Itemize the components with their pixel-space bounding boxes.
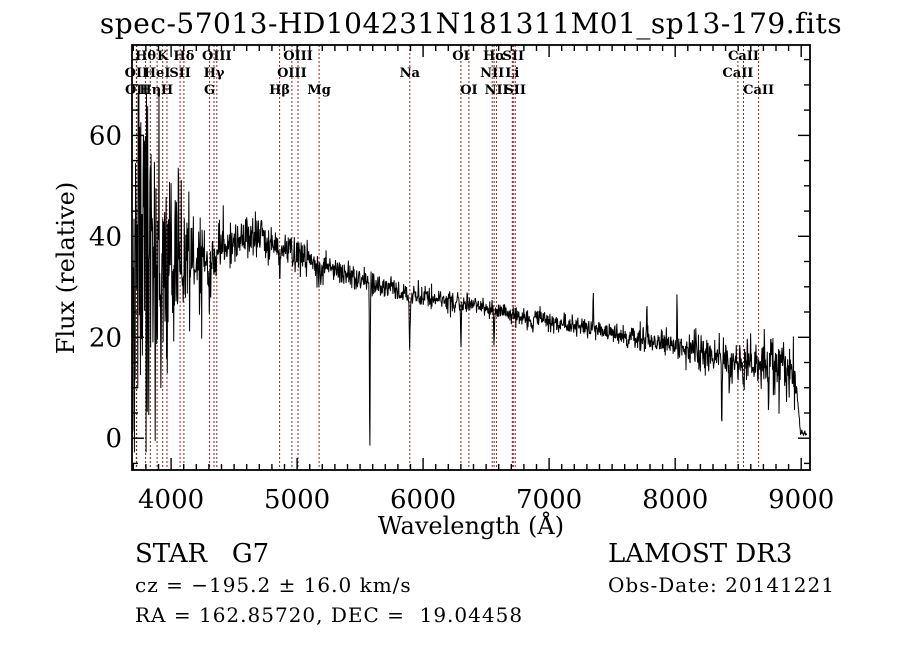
spectral-line-label: OIII xyxy=(283,49,313,64)
spectral-line-label: Hθ xyxy=(135,49,156,64)
x-tick-label: 5000 xyxy=(264,485,330,515)
cz-text: cz = −195.2 ± 16.0 km/s xyxy=(135,573,412,597)
spectral-line-label: G xyxy=(204,83,215,98)
spectral-line-label: Hγ xyxy=(204,66,225,81)
spectral-line-label: SII xyxy=(169,66,191,81)
x-tick-label: 8000 xyxy=(642,485,708,515)
spectral-line-label: HeI xyxy=(144,66,171,81)
spectral-line-label: Hβ xyxy=(269,83,290,98)
spectral-line-label: SII xyxy=(503,49,525,64)
obs-date-text: Obs-Date: 20141221 xyxy=(608,573,835,597)
spectral-line-label: Li xyxy=(505,66,519,81)
y-tick-label: 0 xyxy=(105,424,122,454)
spectral-line-label: Hδ xyxy=(173,49,194,64)
spectral-line-label: H xyxy=(161,83,173,98)
plot-frame xyxy=(131,44,811,471)
spectral-line-label: CaII xyxy=(743,83,774,98)
x-tick-label: 7000 xyxy=(516,485,582,515)
spectral-line-label: NII xyxy=(480,66,504,81)
spectral-line-label: OII xyxy=(125,66,149,81)
y-tick-labels: 0 20 40 60 xyxy=(89,121,122,454)
y-axis-label: Flux (relative) xyxy=(52,182,80,354)
y-tick-label: 20 xyxy=(89,323,122,353)
radec-text: RA = 162.85720, DEC = 19.04458 xyxy=(135,603,523,627)
spectral-line-label: SII xyxy=(504,83,526,98)
spectral-line-label: OI xyxy=(460,83,477,98)
spectral-line-label: OII xyxy=(125,83,149,98)
x-tick-labels: 4000 5000 6000 7000 8000 9000 xyxy=(138,485,834,515)
spectral-line-label: OI xyxy=(452,49,469,64)
axes-box xyxy=(131,44,811,471)
x-tick-label: 9000 xyxy=(768,485,834,515)
x-axis-label: Wavelength (Å) xyxy=(378,511,564,540)
y-tick-label: 60 xyxy=(89,121,122,151)
y-tick-label: 40 xyxy=(89,222,122,252)
classification-text: STAR G7 xyxy=(135,539,269,569)
spectral-line-label: Hα xyxy=(483,49,505,64)
spectral-line-label: CaII xyxy=(722,66,753,81)
plot-title: spec-57013-HD104231N181311M01_sp13-179.f… xyxy=(100,7,842,40)
spectral-line-label: Hη xyxy=(139,83,161,98)
spectral-line-label: OIII xyxy=(277,66,307,81)
survey-text: LAMOST DR3 xyxy=(608,539,792,569)
spectrum-trace xyxy=(131,92,808,453)
spectrum-polyline xyxy=(131,92,808,453)
spectral-line-label: CaII xyxy=(728,49,759,64)
x-tick-label: 6000 xyxy=(390,485,456,515)
spectral-line-label: NII xyxy=(485,83,509,98)
spectral-line-label: K xyxy=(157,49,169,64)
x-tick-label: 4000 xyxy=(138,485,204,515)
spectral-line-label: OIII xyxy=(202,49,232,64)
spectral-line-label: Na xyxy=(400,66,421,81)
spectral-line-label: Mg xyxy=(307,83,330,98)
